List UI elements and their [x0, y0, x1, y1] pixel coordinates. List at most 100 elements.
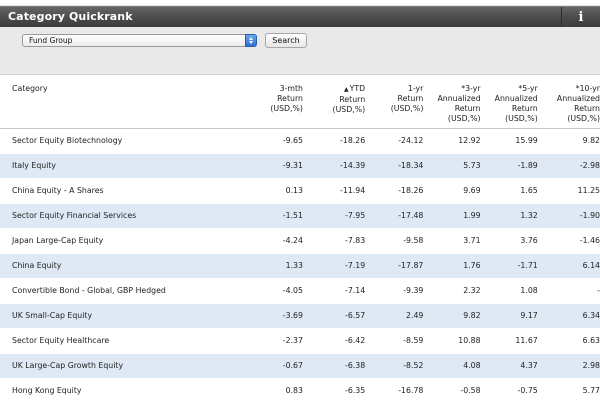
return-value-cell: 1.32 [480, 203, 538, 229]
table-row[interactable]: Sector Equity Healthcare -2.37 -6.42 -8.59 1… [0, 328, 600, 354]
return-value-cell: -18.26 [302, 128, 366, 154]
info-icon: i [578, 10, 584, 25]
return-value-cell: -2.98 [537, 153, 600, 179]
column-header-label: *10-yr [575, 84, 600, 93]
column-header-10yr-annualized-return[interactable]: *10-yr Annualized Return (USD,%) [537, 76, 600, 129]
column-header-1yr-return[interactable]: 1-yr Return (USD,%) [365, 76, 424, 129]
column-header-label: 1-yr [407, 84, 424, 93]
return-value-cell: 1.65 [480, 178, 538, 204]
return-value-cell: -9.39 [365, 278, 424, 304]
return-value-cell: 11.67 [480, 328, 538, 354]
return-value-cell: -1.90 [537, 203, 600, 229]
search-button[interactable]: Search [265, 33, 307, 48]
return-value-cell: - [537, 278, 600, 304]
table-row[interactable]: China Equity 1.33 -7.19 -17.87 1.76 -1.71 6.14 [0, 253, 600, 279]
column-header-label: *3-yr [461, 84, 481, 93]
table-row[interactable]: UK Small-Cap Equity -3.69 -6.57 2.49 9.82 9.1… [0, 303, 600, 329]
return-value-cell: 4.37 [480, 353, 538, 379]
column-header-label: Annualized [494, 94, 538, 103]
return-value-cell: -6.57 [302, 303, 366, 329]
column-header-3mth-return[interactable]: 3-mth Return (USD,%) [242, 76, 303, 129]
return-value-cell: -7.14 [302, 278, 366, 304]
column-header-label: Return [511, 104, 538, 113]
table-row[interactable]: UK Large-Cap Growth Equity -0.67 -6.38 -8.5… [0, 353, 600, 379]
select-arrows-icon[interactable] [245, 34, 257, 47]
return-value-cell: -17.87 [365, 253, 424, 279]
column-header-3yr-annualized-return[interactable]: *3-yr Annualized Return (USD,%) [423, 76, 481, 129]
category-name-cell[interactable]: Sector Equity Financial Services [0, 203, 243, 229]
return-value-cell: -1.89 [480, 153, 538, 179]
return-value-cell: -7.83 [302, 228, 366, 254]
column-header-label: (USD,%) [447, 114, 481, 123]
return-value-cell: 5.77 [537, 378, 600, 404]
category-name-cell[interactable]: China Equity [0, 253, 243, 279]
column-header-label: Category [12, 84, 48, 93]
table-row[interactable]: Italy Equity -9.31 -14.39 -18.34 5.73 -1.89 -2… [0, 153, 600, 179]
return-value-cell: -7.95 [302, 203, 366, 229]
column-header-label: Return [277, 94, 303, 103]
return-value-cell: -0.67 [242, 353, 303, 379]
return-value-cell: -18.26 [365, 178, 424, 204]
column-header-label: (USD,%) [505, 114, 538, 123]
column-header-label: Annualized [437, 94, 481, 103]
return-value-cell: 9.82 [423, 303, 481, 329]
column-header-label: Return [397, 94, 424, 103]
column-header-label: (USD,%) [270, 104, 303, 113]
column-header-label: (USD,%) [567, 114, 600, 123]
return-value-cell: -9.58 [365, 228, 424, 254]
category-name-cell[interactable]: Sector Equity Healthcare [0, 328, 243, 354]
fund-group-select-value: Fund Group [29, 36, 73, 45]
return-value-cell: -8.59 [365, 328, 424, 354]
return-value-cell: 3.71 [423, 228, 481, 254]
table-row[interactable]: Convertible Bond - Global, GBP Hedged -4.… [0, 278, 600, 304]
return-value-cell: -6.35 [302, 378, 366, 404]
return-value-cell: -17.48 [365, 203, 424, 229]
quickrank-table: Category 3-mth Return (USD,%) ▲YTD Return (USD… [0, 76, 600, 404]
return-value-cell: -16.78 [365, 378, 424, 404]
column-header-category[interactable]: Category [0, 76, 243, 129]
return-value-cell: -14.39 [302, 153, 366, 179]
return-value-cell: -1.71 [480, 253, 538, 279]
info-button[interactable]: i [561, 7, 600, 28]
category-name-cell[interactable]: Convertible Bond - Global, GBP Hedged [0, 278, 243, 304]
return-value-cell: 1.33 [242, 253, 303, 279]
return-value-cell: 9.82 [537, 128, 600, 154]
filter-bar: Fund Group Search [0, 27, 600, 75]
column-header-5yr-annualized-return[interactable]: *5-yr Annualized Return (USD,%) [480, 76, 538, 129]
top-divider [0, 0, 600, 6]
column-header-label: (USD,%) [332, 105, 366, 114]
return-value-cell: -24.12 [365, 128, 424, 154]
return-value-cell: -0.58 [423, 378, 481, 404]
category-name-cell[interactable]: Japan Large-Cap Equity [0, 228, 243, 254]
category-name-cell[interactable]: UK Small-Cap Equity [0, 303, 243, 329]
return-value-cell: 1.76 [423, 253, 481, 279]
return-value-cell: 3.76 [480, 228, 538, 254]
category-name-cell[interactable]: Hong Kong Equity [0, 378, 243, 404]
category-name-cell[interactable]: China Equity - A Shares [0, 178, 243, 204]
return-value-cell: -4.24 [242, 228, 303, 254]
column-header-label: Return [574, 104, 600, 113]
return-value-cell: 15.99 [480, 128, 538, 154]
table-row[interactable]: Sector Equity Financial Services -1.51 -7.… [0, 203, 600, 229]
category-name-cell[interactable]: UK Large-Cap Growth Equity [0, 353, 243, 379]
return-value-cell: -1.51 [242, 203, 303, 229]
table-row[interactable]: Japan Large-Cap Equity -4.24 -7.83 -9.58 3.7… [0, 228, 600, 254]
category-name-cell[interactable]: Sector Equity Biotechnology [0, 128, 243, 154]
return-value-cell: 4.08 [423, 353, 481, 379]
fund-group-select[interactable]: Fund Group [22, 34, 257, 47]
return-value-cell: -11.94 [302, 178, 366, 204]
column-header-label: Return [454, 104, 481, 113]
return-value-cell: -6.38 [302, 353, 366, 379]
return-value-cell: 11.25 [537, 178, 600, 204]
category-name-cell[interactable]: Italy Equity [0, 153, 243, 179]
return-value-cell: 6.34 [537, 303, 600, 329]
return-value-cell: -18.34 [365, 153, 424, 179]
table-row[interactable]: Sector Equity Biotechnology -9.65 -18.26 -2… [0, 128, 600, 154]
panel-title: Category Quickrank [8, 10, 133, 23]
column-header-ytd-return[interactable]: ▲YTD Return (USD,%) [302, 76, 366, 129]
table-row[interactable]: China Equity - A Shares 0.13 -11.94 -18.26 9… [0, 178, 600, 204]
table-row[interactable]: Hong Kong Equity 0.83 -6.35 -16.78 -0.58 -0.7… [0, 378, 600, 404]
return-value-cell: 6.14 [537, 253, 600, 279]
column-header-label: (USD,%) [390, 104, 424, 113]
return-value-cell: -2.37 [242, 328, 303, 354]
